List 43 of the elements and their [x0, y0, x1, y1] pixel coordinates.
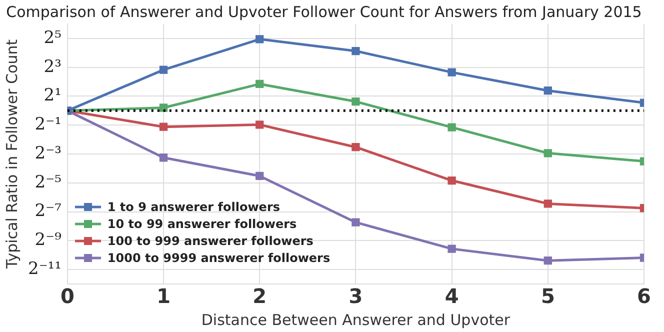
point [159, 154, 168, 162]
point [159, 104, 168, 112]
point [544, 149, 552, 158]
point [352, 218, 360, 226]
y-tick-label: 2⁻³ [34, 143, 62, 164]
point [352, 46, 360, 56]
point [352, 143, 360, 152]
x-tick-label: 5 [540, 284, 555, 308]
y-tick-label: 2⁻⁹ [34, 230, 62, 250]
y-axis-title: Typical Ratio in Follower Count [2, 39, 21, 270]
point [256, 172, 264, 180]
point [159, 66, 168, 74]
y-tick-label: 2⁻⁵ [34, 172, 62, 192]
legend-label: 1 to 9 answerer followers [107, 200, 280, 214]
legend-label: 1000 to 9999 answerer followers [107, 251, 330, 265]
point [448, 123, 456, 132]
x-axis-title: Distance Between Answerer and Upvoter [201, 310, 511, 329]
point [448, 244, 456, 253]
point [544, 256, 552, 265]
chart-title: Comparison of Answerer and Upvoter Follower Count for Answers from January 2015 [6, 2, 642, 21]
x-tick-label: 0 [60, 284, 74, 308]
point [256, 80, 264, 88]
legend-label: 10 to 99 answerer followers [107, 217, 297, 231]
point [256, 120, 264, 129]
y-tick-label: 2⁵ [44, 28, 62, 48]
x-tick-label: 4 [444, 284, 459, 308]
y-tick-label: 2¹ [44, 86, 62, 106]
legend-label: 100 to 999 answerer followers [107, 234, 314, 248]
point [448, 176, 456, 185]
point [159, 122, 168, 131]
y-tick-label: 2⁻⁷ [34, 201, 62, 222]
point [352, 97, 360, 106]
x-tick-label: 6 [637, 284, 651, 308]
point [256, 35, 264, 44]
point [448, 68, 456, 76]
y-tick-label: 2⁻¹ [34, 114, 62, 135]
x-tick-label: 1 [156, 284, 170, 308]
x-tick-label: 2 [252, 284, 267, 308]
point [544, 86, 552, 95]
point [544, 200, 552, 208]
y-tick-label: 2³ [44, 56, 62, 77]
x-tick-label: 3 [348, 284, 363, 308]
y-tick-label: 2⁻¹¹ [28, 258, 62, 279]
